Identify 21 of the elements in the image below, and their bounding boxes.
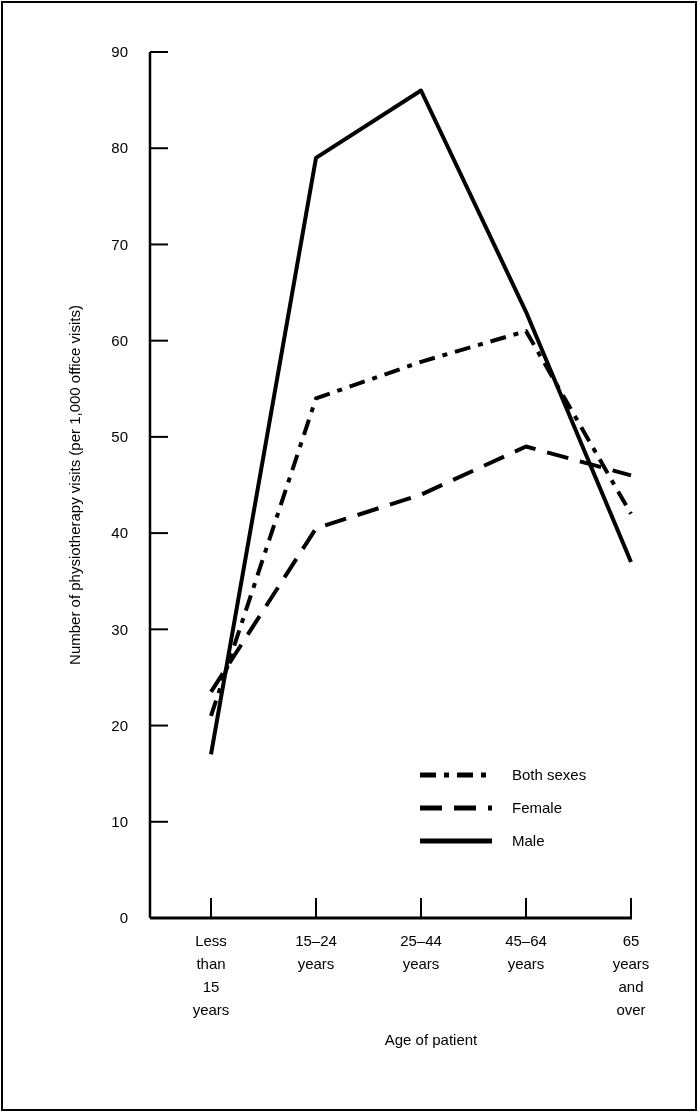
y-tick-label: 40 <box>111 524 128 542</box>
y-axis-title: Number of physiotherapy visits (per 1,000 office visits) <box>66 305 83 665</box>
x-tick-label: 25–44 years <box>400 932 442 972</box>
x-tick-label: 45–64 years <box>505 932 547 972</box>
x-tick-label: Less than 15 years <box>192 932 230 1018</box>
y-tick-label: 60 <box>111 331 128 349</box>
x-axis-title: Age of patient <box>384 1031 479 1048</box>
y-tick-label: 0 <box>119 909 128 927</box>
x-tick-label: 15–24 years <box>295 932 337 972</box>
legend-label: Both sexes <box>512 766 587 784</box>
y-tick-label: 10 <box>111 813 128 831</box>
y-tick-label: 20 <box>111 716 128 734</box>
legend-label: Female <box>512 799 563 817</box>
x-tick-label: 65 years and over <box>612 932 650 1018</box>
y-tick-label: 80 <box>111 139 128 157</box>
legend-label: Male <box>512 832 545 850</box>
line-series <box>209 88 633 757</box>
y-tick-label: 50 <box>111 428 128 446</box>
y-tick-label: 30 <box>111 620 128 638</box>
y-tick-label: 90 <box>111 43 128 61</box>
y-tick-label: 70 <box>111 235 128 253</box>
